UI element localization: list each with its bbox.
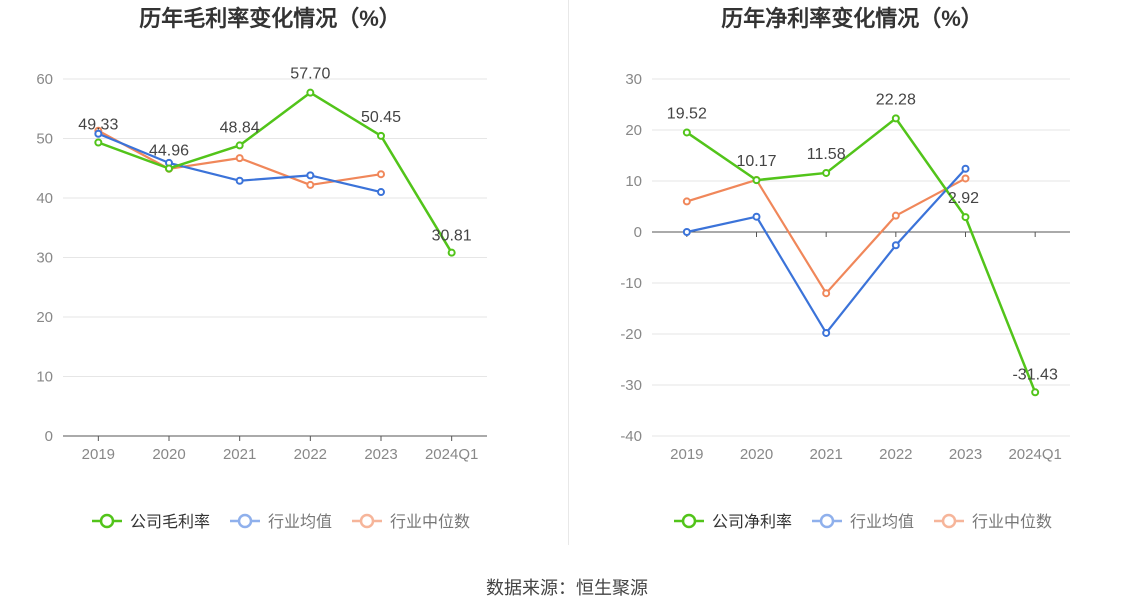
data-point: [752, 212, 761, 221]
legend-label: 公司净利率: [712, 513, 792, 531]
legend-item-3: 行业中位数: [352, 513, 470, 531]
y-tick-label: -20: [620, 326, 642, 343]
data-label: 11.58: [807, 146, 846, 163]
data-point: [891, 211, 900, 220]
y-tick-label: 0: [45, 428, 53, 445]
y-tick-label: -10: [620, 275, 642, 292]
data-label: 49.33: [78, 116, 118, 133]
x-tick-label: 2021: [223, 446, 256, 463]
legend-label: 行业均值: [850, 513, 914, 531]
data-label: 44.96: [149, 142, 189, 159]
legend-item-2: 行业均值: [230, 513, 332, 531]
data-point: [682, 197, 691, 206]
data-point: [961, 174, 970, 183]
chart-title: 历年净利率变化情况（%）: [721, 6, 983, 31]
data-point: [94, 138, 103, 147]
data-point: [235, 176, 244, 185]
y-tick-label: 30: [625, 71, 642, 88]
legend-label: 行业中位数: [390, 513, 470, 531]
x-tick-label: 2023: [949, 446, 982, 463]
data-point: [377, 131, 385, 140]
data-point: [447, 248, 456, 257]
data-label: 57.70: [290, 66, 330, 83]
y-tick-label: 0: [634, 224, 642, 241]
legend-label: 行业均值: [268, 513, 332, 531]
data-label: -31.43: [1012, 366, 1057, 383]
legend-label: 行业中位数: [972, 513, 1052, 531]
legend-swatch-marker: [681, 513, 697, 529]
data-point: [306, 88, 315, 97]
y-tick-label: 50: [36, 131, 53, 148]
data-point: [822, 289, 831, 298]
data-point: [682, 128, 691, 137]
data-point: [235, 154, 244, 163]
chart-1: 历年毛利率变化情况（%） 0 10 20 30 40 50 60 2019 2020 2021 202…: [36, 6, 487, 531]
legend-swatch-marker: [359, 513, 375, 529]
x-tick-label: 2019: [670, 446, 703, 463]
chart-2: 历年净利率变化情况（%） -40 -30 -20 -10 0 10 20 30 2019 2020 2…: [620, 6, 1070, 531]
y-tick-label: 60: [36, 71, 53, 88]
legend-swatch-marker: [99, 513, 115, 529]
data-label: 2.92: [948, 190, 979, 207]
data-label: 48.84: [220, 119, 260, 136]
legend-swatch-marker: [237, 513, 253, 529]
y-tick-label: 10: [625, 173, 642, 190]
x-tick-label: 2020: [152, 446, 185, 463]
data-label: 50.45: [361, 109, 401, 126]
legend-item-3: 行业中位数: [934, 513, 1052, 531]
y-tick-label: 30: [36, 250, 53, 267]
y-tick-label: 40: [36, 190, 53, 207]
data-point: [961, 164, 970, 173]
x-tick-label: 2021: [809, 446, 842, 463]
data-point: [94, 129, 103, 138]
legend-swatch-marker: [941, 513, 957, 529]
y-tick-label: 20: [36, 309, 53, 326]
x-tick-label: 2023: [364, 446, 397, 463]
data-label: 22.28: [876, 91, 916, 108]
x-tick-label: 2022: [294, 446, 327, 463]
y-tick-label: 20: [625, 122, 642, 139]
series-line-1: [686, 117, 1037, 393]
series-line-1: [97, 91, 453, 254]
data-point: [822, 168, 831, 177]
data-point: [306, 180, 315, 189]
x-tick-label: 2020: [740, 446, 773, 463]
data-point: [682, 228, 691, 236]
data-point: [752, 176, 761, 185]
data-point: [891, 114, 900, 123]
data-point: [235, 141, 244, 150]
y-tick-label: -40: [620, 428, 642, 445]
x-tick-label: 2022: [879, 446, 912, 463]
x-tick-label: 2024Q1: [1008, 446, 1061, 463]
data-point: [377, 170, 385, 179]
y-tick-label: 10: [36, 369, 53, 386]
x-tick-label: 2024Q1: [425, 446, 478, 463]
data-source-label: 数据来源：恒生聚源: [486, 578, 648, 598]
chart-title: 历年毛利率变化情况（%）: [139, 6, 401, 31]
data-point: [822, 328, 831, 337]
data-point: [961, 213, 970, 222]
data-point: [1031, 388, 1040, 397]
data-label: 30.81: [432, 228, 472, 245]
data-point: [891, 241, 900, 250]
data-label: 10.17: [736, 153, 776, 170]
legend-item-2: 行业均值: [812, 513, 914, 531]
y-tick-label: -30: [620, 377, 642, 394]
data-point: [165, 164, 173, 173]
legend-swatch-marker: [819, 513, 835, 529]
data-point: [306, 171, 315, 180]
legend-item-1: 公司毛利率: [92, 513, 210, 531]
data-label: 19.52: [667, 105, 707, 122]
chart-divider: [568, 0, 569, 545]
legend-item-1: 公司净利率: [674, 513, 792, 531]
legend-label: 公司毛利率: [130, 513, 210, 531]
series-line-2: [686, 168, 967, 335]
x-tick-label: 2019: [82, 446, 115, 463]
data-point: [377, 188, 385, 197]
